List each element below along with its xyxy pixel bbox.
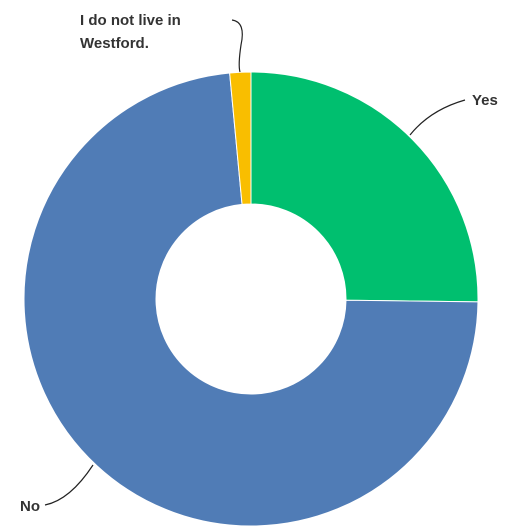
leader-line-yes (409, 99, 466, 136)
slice-label-i-do-not-live-in-westford-line-1: I do not live in (80, 12, 181, 29)
slice-i-do-not-live-in-westford (229, 71, 252, 205)
leader-line-i-do-not-live-in-westford (231, 19, 243, 73)
slice-label-i-do-not-live-in-westford-line-2: Westford. (80, 35, 149, 52)
leader-line-no (44, 464, 94, 506)
slice-label-yes: Yes (472, 92, 498, 109)
slice-label-no: No (20, 498, 40, 515)
slice-yes (250, 71, 479, 303)
slice-no (23, 72, 479, 527)
